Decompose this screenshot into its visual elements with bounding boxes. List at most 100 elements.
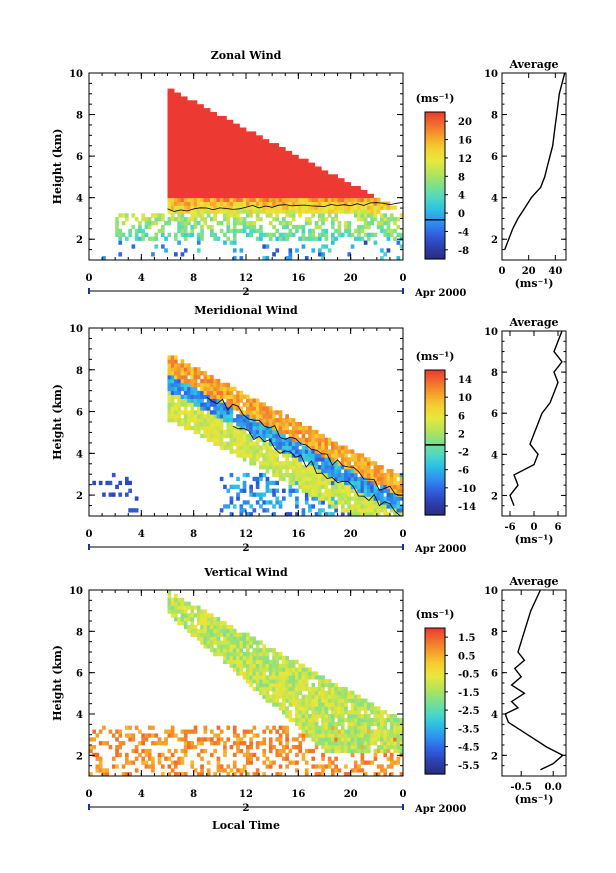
heatmap-cell [295,197,299,202]
heatmap-cell [344,189,348,195]
heatmap-cell [203,162,208,167]
heatmap-cell [311,737,316,742]
heatmap-cell [367,760,371,765]
heatmap-cell [311,461,316,466]
heatmap-cell [249,154,253,160]
heatmap-cell [262,402,267,407]
heatmap-cell [262,737,267,742]
heatmap-cell [376,488,381,493]
heatmap-cell [236,445,240,450]
heatmap-cell [115,737,119,742]
heatmap-cell [262,690,267,696]
heatmap-cell [311,706,316,711]
heatmap-cell [295,760,299,765]
heatmap-cell [301,178,306,183]
heatmap-cell [242,174,247,179]
heatmap-cell [252,640,257,645]
heatmap-cell [278,437,283,443]
heatmap-cell [242,484,247,490]
heatmap-cell [285,655,289,661]
heatmap-cell [393,748,397,754]
heatmap-cell [357,737,361,742]
heatmap-cell [331,453,335,458]
heatmap-cell [236,123,240,128]
heatmap-cell [301,453,306,458]
heatmap-cell [311,671,316,676]
heatmap-cell [206,205,211,210]
heatmap-cell [190,217,195,222]
heatmap-cell [282,224,286,230]
heatmap-cell [170,375,175,380]
heatmap-cell [288,209,293,214]
colorbar-segment [425,754,445,758]
heatmap-cell [213,217,217,222]
heatmap-cell [255,422,260,427]
heatmap-cell [282,476,286,482]
colorbar-tick-label: -1.5 [458,688,480,699]
heatmap-cell [174,367,178,372]
heatmap-cell [285,193,289,199]
heatmap-cell [242,139,247,144]
heatmap-cell [196,139,201,144]
heatmap-cell [265,147,270,152]
heatmap-cell [314,201,319,206]
heatmap-cell [272,461,276,466]
colorbar-segment [425,413,445,417]
heatmap-cell [259,683,263,688]
heatmap-cell [223,197,227,202]
heatmap-cell [301,224,306,230]
heatmap-cell [154,221,159,226]
heatmap-cell [95,756,100,761]
heatmap-cell [272,694,276,699]
heatmap-cell [311,748,316,754]
heatmap-cell [249,402,253,407]
heatmap-cell [89,772,93,777]
profile-y-tick-label: 6 [491,152,498,163]
heatmap-cell [278,472,283,478]
heatmap-cell [324,729,329,734]
heatmap-cell [190,170,195,175]
heatmap-cell [219,624,224,630]
heatmap-cell [337,228,342,234]
colorbar-segment [425,200,445,204]
heatmap-cell [200,422,204,427]
heatmap-cell [291,162,296,167]
colorbar-segment [425,437,445,441]
heatmap-cell [239,205,244,210]
heatmap-cell [291,197,296,202]
heatmap-cell [308,201,312,206]
heatmap-cell [347,721,352,727]
heatmap-cell [282,209,286,214]
x-tick-label: 12 [239,529,253,540]
heatmap-cell [232,127,237,132]
heatmap-cell [331,178,335,183]
heatmap-cell [304,441,309,446]
heatmap-cell [282,725,286,730]
heatmap-cell [347,484,352,490]
heatmap-cell [174,166,178,171]
heatmap-cell [272,698,276,703]
heatmap-cell [196,394,201,399]
heatmap-cell [177,390,181,396]
heatmap-cell [229,402,234,407]
heatmap-cell [190,228,195,234]
heatmap-cell [246,150,250,156]
heatmap-cell [200,621,204,626]
heatmap-cell [255,675,260,680]
heatmap-cell [311,496,316,501]
heatmap-cell [255,659,260,665]
heatmap-cell [285,469,289,474]
heatmap-cell [327,193,332,199]
heatmap-cell [298,469,302,474]
heatmap-cell [232,437,237,443]
heatmap-cell [337,480,342,486]
heatmap-cell [334,504,338,509]
heatmap-cell [311,675,316,680]
heatmap-cell [318,741,322,746]
heatmap-cell [327,496,332,501]
heatmap-cell [327,725,332,730]
heatmap-cell [380,248,384,253]
heatmap-cell [249,178,253,183]
heatmap-cell [187,127,191,132]
heatmap-cell [376,205,381,210]
